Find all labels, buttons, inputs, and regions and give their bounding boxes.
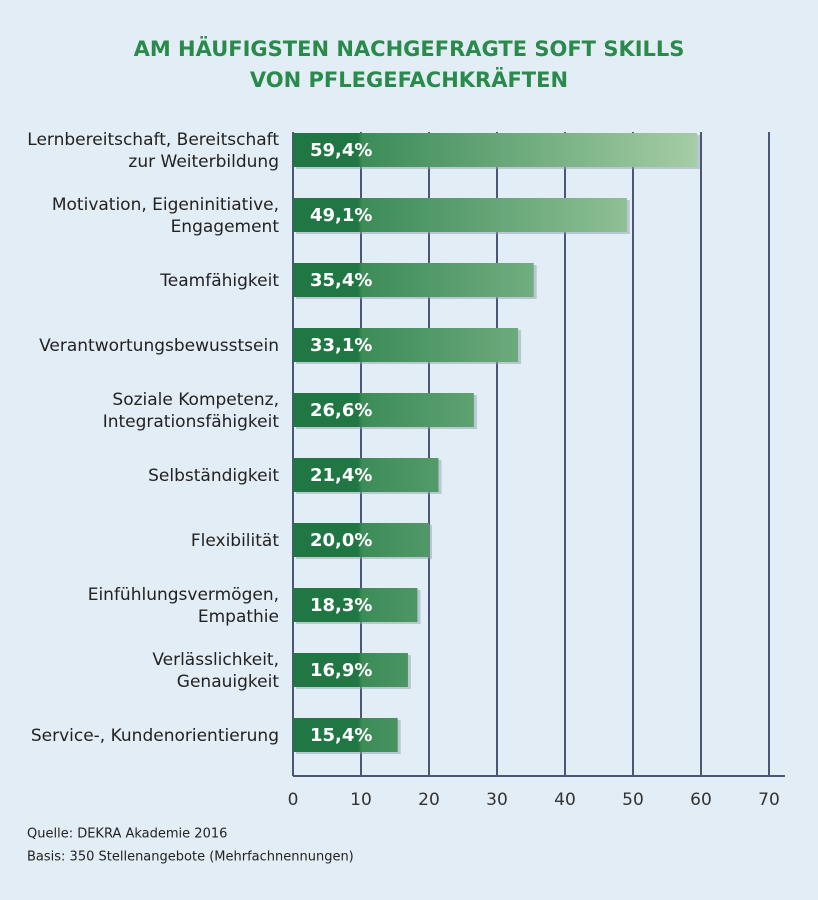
category-label: Genauigkeit: [177, 672, 280, 692]
category-label: Lernbereitschaft, Bereitschaft: [27, 130, 279, 150]
value-label: 15,4%: [310, 725, 372, 746]
bar: [293, 328, 519, 362]
source-note: Quelle: DEKRA Akademie 2016: [27, 827, 227, 842]
chart-title: VON PFLEGEFACHKRÄFTEN: [250, 67, 568, 92]
category-label: Selbständigkeit: [148, 466, 279, 486]
category-label: zur Weiterbildung: [128, 152, 279, 172]
category-label: Teamfähigkeit: [159, 271, 279, 291]
value-label: 33,1%: [310, 335, 372, 356]
chart-title: AM HÄUFIGSTEN NACHGEFRAGTE SOFT SKILLS: [134, 36, 685, 61]
category-label: Engagement: [171, 217, 280, 237]
bar: [293, 653, 408, 687]
x-tick-label: 0: [288, 790, 299, 810]
value-label: 49,1%: [310, 205, 372, 226]
bar: [293, 458, 439, 492]
category-label: Einfühlungsvermögen,: [88, 585, 279, 605]
bar: [293, 198, 627, 232]
source-note: Basis: 350 Stellenangebote (Mehrfachnenn…: [27, 850, 354, 865]
x-tick-label: 70: [758, 790, 780, 810]
value-label: 35,4%: [310, 270, 372, 291]
x-tick-label: 30: [486, 790, 508, 810]
x-tick-label: 20: [418, 790, 440, 810]
bar: [293, 588, 418, 622]
category-label: Empathie: [198, 607, 279, 627]
value-label: 20,0%: [310, 530, 372, 551]
bar: [293, 393, 474, 427]
category-label: Soziale Kompetenz,: [112, 390, 279, 410]
category-label: Verlässlichkeit,: [152, 650, 279, 670]
bar: [293, 523, 429, 557]
category-label: Service-, Kundenorientierung: [31, 726, 279, 746]
value-label: 18,3%: [310, 595, 372, 616]
value-label: 59,4%: [310, 140, 372, 161]
bar: [293, 133, 697, 167]
value-label: 26,6%: [310, 400, 372, 421]
category-label: Motivation, Eigeninitiative,: [52, 195, 279, 215]
category-label: Flexibilität: [191, 531, 279, 551]
value-label: 21,4%: [310, 465, 372, 486]
bar: [293, 718, 398, 752]
x-tick-label: 50: [622, 790, 644, 810]
category-label: Verantwortungsbewusstsein: [39, 336, 279, 356]
bar: [293, 263, 534, 297]
x-tick-label: 10: [350, 790, 372, 810]
value-label: 16,9%: [310, 660, 372, 681]
x-tick-label: 60: [690, 790, 712, 810]
category-label: Integrationsfähigkeit: [103, 412, 280, 432]
x-tick-label: 40: [554, 790, 576, 810]
